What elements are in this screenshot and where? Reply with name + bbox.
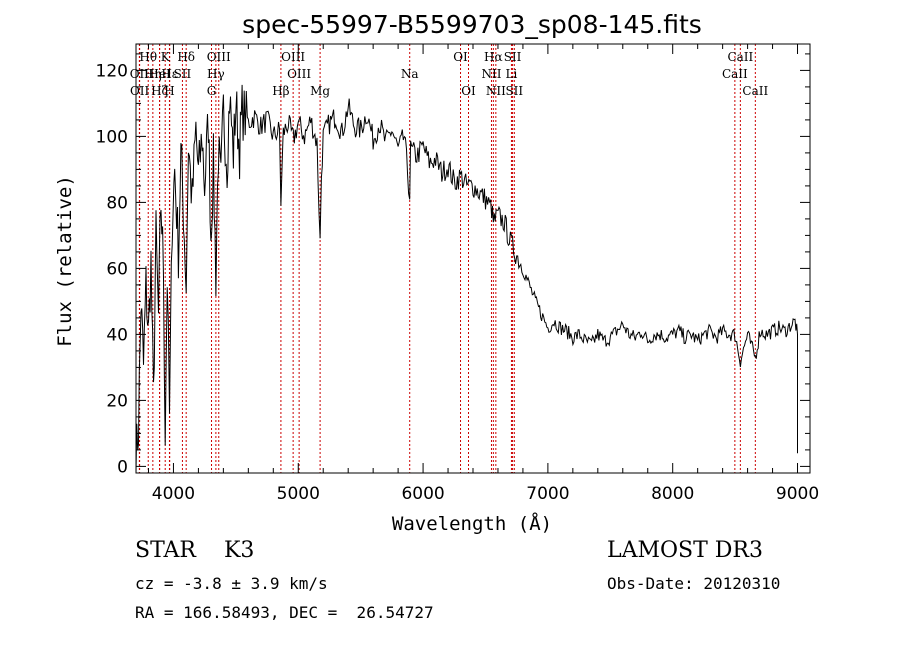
spectral-line-markers bbox=[138, 44, 756, 473]
y-tick-label: 120 bbox=[96, 61, 128, 81]
spectral-line-label: Hγ bbox=[207, 67, 225, 81]
x-tick-label: 6000 bbox=[401, 484, 444, 504]
spectral-line-label: Na bbox=[401, 67, 419, 81]
chart-title: spec-55997-B5599703_sp08-145.fits bbox=[242, 10, 702, 39]
spectral-line-label: OIII bbox=[207, 50, 231, 64]
spectral-line-label: SII bbox=[174, 67, 192, 81]
x-axis-ticks: 4000 5000 6000 7000 8000 9000 bbox=[147, 44, 819, 504]
spectral-line-label: Hβ bbox=[272, 84, 289, 98]
spectral-line-label: CaII bbox=[727, 50, 753, 64]
spectral-line-label: K bbox=[161, 50, 171, 64]
spectral-line-label: CaII bbox=[742, 84, 768, 98]
ra-dec: RA = 166.58493, DEC = 26.54727 bbox=[135, 603, 434, 622]
spectral-line-label: NII bbox=[481, 67, 501, 81]
y-tick-label: 80 bbox=[106, 193, 128, 213]
y-tick-label: 0 bbox=[117, 457, 128, 477]
redshift-cz: cz = -3.8 ± 3.9 km/s bbox=[135, 574, 328, 593]
spectral-line-label: Hα bbox=[484, 50, 503, 64]
spectral-line-label: NII bbox=[486, 84, 506, 98]
y-tick-label: 20 bbox=[106, 391, 128, 411]
spectral-line-label: Hθ bbox=[139, 50, 157, 64]
y-tick-label: 100 bbox=[96, 127, 128, 147]
spectral-line-label: SII bbox=[505, 84, 523, 98]
spectral-line-label: OIII bbox=[287, 67, 311, 81]
y-tick-label: 60 bbox=[106, 259, 128, 279]
spectral-line-label: OI bbox=[461, 84, 476, 98]
x-tick-label: 5000 bbox=[277, 484, 320, 504]
x-tick-label: 4000 bbox=[152, 484, 195, 504]
y-tick-label: 40 bbox=[106, 325, 128, 345]
spectral-line-label: G bbox=[207, 84, 217, 98]
y-axis-ticks: 0 20 40 60 80 100 120 bbox=[96, 53, 810, 477]
spectral-line-label: SII bbox=[504, 50, 522, 64]
survey-name: LAMOST DR3 bbox=[607, 538, 763, 563]
spectral-line-label: OIII bbox=[281, 50, 305, 64]
spectral-line-label: OII bbox=[130, 84, 150, 98]
y-axis-label: Flux (relative) bbox=[54, 175, 76, 347]
x-tick-label: 7000 bbox=[526, 484, 569, 504]
spectral-line-label: Hη bbox=[144, 67, 162, 81]
spectrum-line bbox=[135, 84, 798, 474]
spectral-line-label: Mg bbox=[310, 84, 330, 98]
spectral-line-label: Hζ bbox=[151, 84, 168, 98]
observation-date: Obs-Date: 20120310 bbox=[607, 574, 781, 593]
spectral-line-label: OI bbox=[453, 50, 468, 64]
x-tick-label: 8000 bbox=[651, 484, 694, 504]
spectral-line-label: H bbox=[164, 84, 174, 98]
spectral-line-label: Hδ bbox=[177, 50, 195, 64]
spectral-line-label: CaII bbox=[722, 67, 748, 81]
spectral-line-label: HeI bbox=[148, 67, 171, 81]
object-class: STAR K3 bbox=[135, 538, 255, 563]
spectral-line-label: Hε bbox=[161, 67, 178, 81]
spectral-line-label: Li bbox=[506, 67, 518, 81]
x-axis-label: Wavelength (Å) bbox=[392, 512, 552, 535]
x-tick-label: 9000 bbox=[776, 484, 819, 504]
